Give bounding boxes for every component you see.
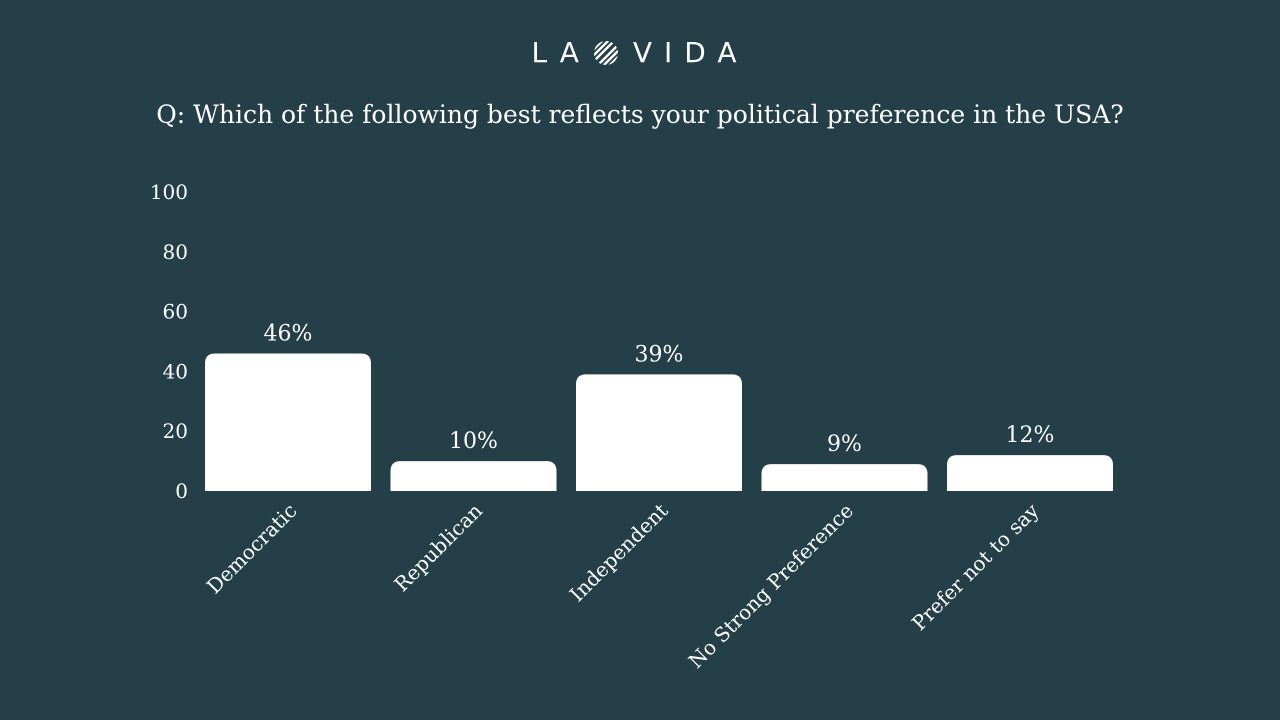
data-label: 12% [1006, 423, 1055, 448]
y-tick-label: 100 [150, 180, 188, 204]
y-tick-label: 20 [163, 419, 188, 443]
x-axis: Democratic Republican Independent No Strong… [202, 498, 1044, 673]
data-label: 46% [264, 321, 313, 346]
striped-circle-icon [593, 40, 618, 65]
brand-name-right: VIDA [632, 36, 749, 69]
y-tick-label: 80 [163, 240, 188, 264]
bar-independent [576, 374, 742, 491]
y-tick-label: 0 [175, 479, 188, 503]
bar-democratic [205, 353, 371, 491]
y-tick-label: 60 [163, 300, 188, 324]
x-tick-label: Republican [389, 498, 487, 596]
x-tick-label: No Strong Preference [684, 499, 858, 673]
data-label: 9% [827, 432, 862, 457]
bar-prefer-not-to-say [947, 455, 1113, 491]
data-label: 39% [635, 342, 684, 367]
chart-title: Q: Which of the following best reflects … [156, 100, 1124, 129]
data-labels: 46% 10% 39% 9% 12% [264, 321, 1055, 457]
data-label: 10% [449, 429, 498, 454]
brand-logo: LA VIDA [0, 36, 1280, 69]
x-tick-label: Prefer not to say [907, 498, 1044, 635]
bar-republican [390, 461, 557, 491]
y-tick-label: 40 [163, 359, 188, 383]
brand-name-left: LA [531, 36, 591, 69]
y-axis: 0 20 40 60 80 100 [150, 180, 188, 503]
bars [205, 353, 1113, 491]
bar-no-strong-preference [761, 464, 928, 491]
x-tick-label: Democratic [202, 499, 302, 599]
x-tick-label: Independent [565, 499, 673, 607]
